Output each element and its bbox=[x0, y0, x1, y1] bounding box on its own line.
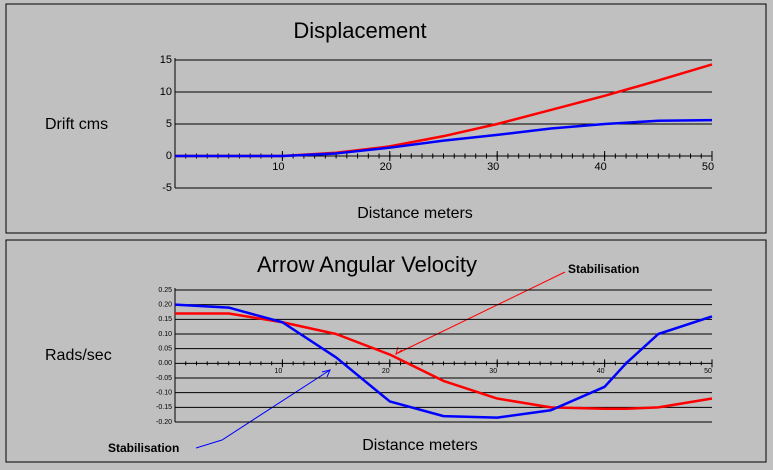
x-axis-label: Distance meters bbox=[362, 437, 478, 454]
y-tick-label: -0.20 bbox=[156, 419, 172, 426]
y-tick-label: 0.15 bbox=[158, 316, 172, 323]
x-axis-label: Distance meters bbox=[357, 205, 473, 222]
x-tick-label: 30 bbox=[487, 161, 499, 173]
series-line bbox=[174, 303, 713, 419]
y-tick-label: -0.15 bbox=[156, 404, 172, 411]
y-tick-label: 0.05 bbox=[158, 346, 172, 353]
y-tick-label: 0 bbox=[166, 150, 172, 162]
x-tick-label: 20 bbox=[382, 368, 390, 375]
chart-title: Arrow Angular Velocity bbox=[257, 252, 477, 277]
chart-title: Displacement bbox=[293, 18, 426, 43]
y-tick-label: 0.25 bbox=[158, 287, 172, 294]
y-tick-label: 0.20 bbox=[158, 302, 172, 309]
annotation: Stabilisation bbox=[568, 262, 639, 276]
annotation-arrow bbox=[195, 369, 331, 449]
y-tick-label: 5 bbox=[166, 118, 172, 130]
y-axis-label: Rads/sec bbox=[45, 347, 112, 364]
y-tick-label: -0.05 bbox=[156, 375, 172, 382]
y-tick-label: 15 bbox=[160, 54, 172, 66]
arrowhead bbox=[395, 346, 403, 356]
x-tick-label: 40 bbox=[594, 161, 606, 173]
x-tick-label: 20 bbox=[380, 161, 392, 173]
annotation-arrow bbox=[395, 271, 566, 355]
x-tick-label: 50 bbox=[704, 368, 712, 375]
y-axis-label: Drift cms bbox=[45, 116, 108, 133]
x-tick-label: 40 bbox=[597, 368, 605, 375]
x-tick-label: 50 bbox=[702, 161, 714, 173]
y-tick-label: 10 bbox=[160, 86, 172, 98]
y-tick-label: 0.00 bbox=[158, 360, 172, 367]
y-tick-label: 0.10 bbox=[158, 331, 172, 338]
panel bbox=[5, 3, 767, 234]
annotation: Stabilisation bbox=[108, 441, 179, 455]
x-tick-label: 30 bbox=[489, 368, 497, 375]
series-line bbox=[175, 118, 713, 158]
y-tick-label: -5 bbox=[162, 182, 172, 194]
x-tick-label: 10 bbox=[272, 161, 284, 173]
x-tick-label: 10 bbox=[275, 368, 283, 375]
y-tick-label: -0.10 bbox=[156, 390, 172, 397]
arrowhead bbox=[321, 369, 331, 378]
